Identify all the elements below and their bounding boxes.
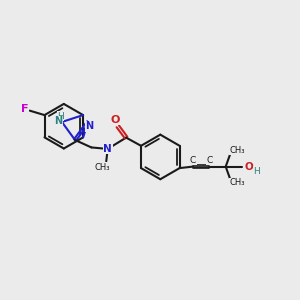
Text: CH₃: CH₃ [95,163,110,172]
Text: H: H [254,167,260,176]
Text: C: C [190,156,196,165]
Text: C: C [206,156,212,165]
Text: N: N [103,144,112,154]
Text: H: H [57,112,64,121]
Text: O: O [244,162,253,172]
Text: N: N [54,116,62,126]
Text: CH₃: CH₃ [229,146,245,155]
Text: N: N [85,122,94,131]
Text: F: F [21,104,28,114]
Text: O: O [110,115,119,125]
Text: CH₃: CH₃ [229,178,245,188]
